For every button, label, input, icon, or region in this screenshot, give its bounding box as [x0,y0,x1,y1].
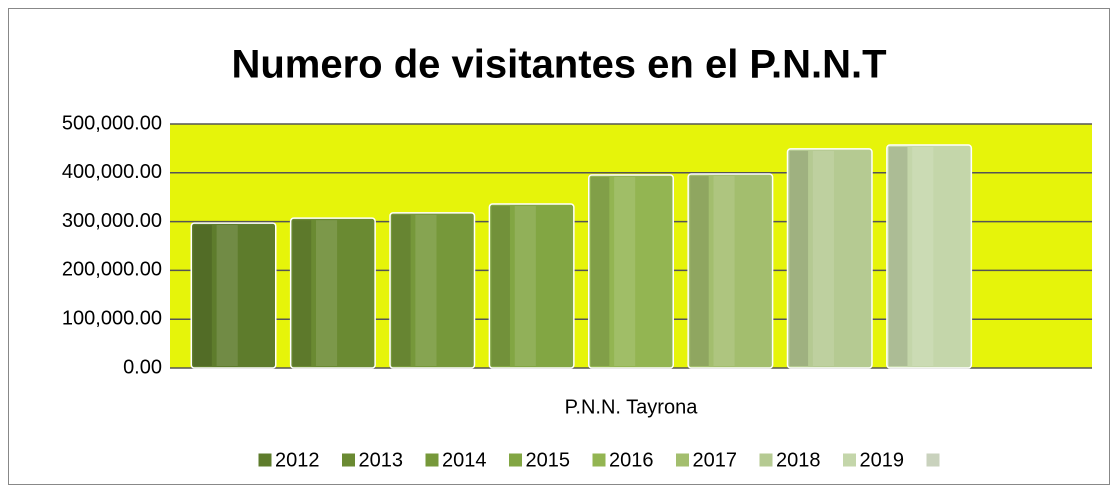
y-tick-label: 200,000.00 [62,259,162,281]
bar-shade [392,214,411,366]
legend-label: 2019 [860,449,905,471]
legend-label: 2015 [526,449,571,471]
legend-label: 2016 [609,449,654,471]
bar-shine [812,150,834,366]
bar [488,203,575,369]
bar-shine [415,214,437,366]
bar [190,222,277,369]
legend-swatch [508,452,523,468]
bar-shade [193,225,212,366]
y-tick-label: 400,000.00 [62,161,162,183]
legend-label: 2018 [776,449,821,471]
bar-shine [514,206,536,366]
bar-shine [614,176,636,366]
legend-swatch [758,452,774,468]
legend-swatch [591,452,607,468]
legend-swatch [341,452,356,468]
chart-title: Numero de visitantes en el P.N.N.T [231,43,886,87]
bar [289,217,376,369]
y-tick-label: 500,000.00 [62,112,162,134]
y-tick-label: 100,000.00 [62,307,162,329]
bar-shine [315,220,338,366]
legend-label: 2014 [442,449,487,471]
bar-shine [713,176,735,366]
legend-swatch [842,452,857,468]
bar [389,212,476,369]
bar [687,173,774,369]
bar [886,144,973,369]
bar-shade [491,206,510,366]
y-tick-label: 300,000.00 [62,210,162,232]
bar-shade [590,176,610,366]
bar-shade [690,176,709,366]
bar-shine [216,225,238,366]
y-tick-label: 0.00 [123,356,162,378]
x-tick-label: P.N.N. Tayrona [565,396,699,418]
bar-shade [292,220,312,366]
legend-swatch [675,452,690,468]
legend-label: 2017 [693,449,738,471]
legend-swatch [257,452,273,468]
legend-swatch [424,452,440,468]
bar-shade [888,146,908,366]
bar [588,174,674,369]
legend-label: 2013 [359,449,404,471]
legend-label: 2012 [275,449,320,471]
bar-shade [789,150,809,366]
legend-swatch [925,452,941,468]
bar [786,148,873,369]
bar-shine [912,146,934,366]
